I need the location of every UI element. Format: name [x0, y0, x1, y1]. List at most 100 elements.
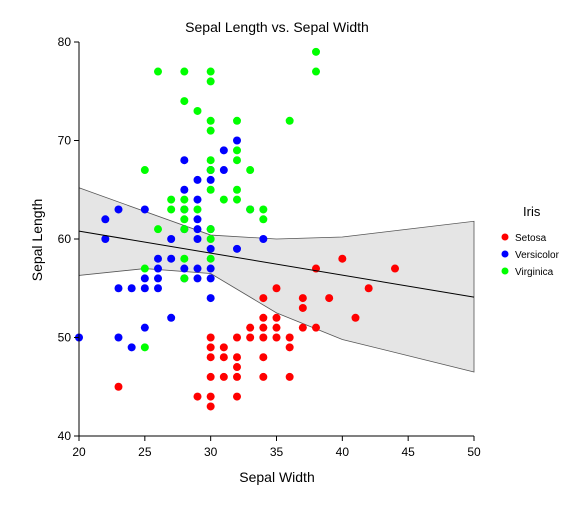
y-tick-label: 80 [58, 35, 72, 49]
data-point-virginica [246, 205, 255, 214]
data-point-versicolor [127, 284, 136, 293]
data-point-setosa [285, 372, 294, 381]
data-point-versicolor [193, 195, 202, 204]
data-point-versicolor [127, 343, 136, 352]
legend-marker-virginica [501, 267, 509, 275]
data-point-setosa [272, 323, 281, 332]
legend-label-virginica: Virginica [515, 267, 554, 278]
data-point-setosa [219, 343, 228, 352]
points-layer [75, 47, 399, 411]
data-point-setosa [233, 363, 241, 372]
data-point-setosa [285, 343, 294, 352]
data-point-versicolor [233, 136, 241, 145]
data-point-virginica [312, 67, 320, 76]
data-point-setosa [193, 392, 202, 401]
chart-title: Sepal Length vs. Sepal Width [185, 19, 369, 35]
x-tick-label: 25 [138, 445, 152, 459]
x-tick-label: 35 [270, 445, 284, 459]
data-point-virginica [180, 97, 189, 106]
data-point-versicolor [114, 284, 123, 293]
data-point-virginica [233, 195, 241, 204]
data-point-virginica [206, 67, 215, 76]
data-point-virginica [206, 166, 215, 175]
y-tick-label: 70 [58, 134, 72, 148]
x-tick-label: 45 [401, 445, 415, 459]
regression-layer [78, 230, 475, 298]
data-point-virginica [259, 205, 268, 214]
data-point-setosa [219, 353, 228, 362]
data-point-setosa [206, 333, 215, 342]
x-tick-label: 20 [72, 445, 86, 459]
data-point-virginica [233, 185, 241, 194]
legend-items: Setosa Versicolor Virginica [501, 233, 560, 278]
data-point-setosa [298, 303, 307, 312]
data-point-setosa [259, 313, 268, 322]
data-point-virginica [180, 254, 189, 263]
data-point-setosa [272, 284, 281, 293]
data-point-virginica [206, 116, 215, 125]
data-point-virginica [180, 225, 189, 234]
data-point-setosa [233, 353, 241, 362]
data-point-versicolor [140, 323, 149, 332]
data-point-versicolor [154, 254, 162, 263]
data-point-setosa [312, 323, 320, 332]
legend: Iris Setosa Versicolor Virginica [501, 204, 560, 278]
data-point-setosa [219, 372, 228, 381]
data-point-virginica [246, 166, 255, 175]
data-point-setosa [114, 382, 123, 391]
data-point-versicolor [180, 264, 189, 273]
data-point-versicolor [180, 156, 189, 165]
data-point-versicolor [206, 274, 215, 283]
confidence-band [78, 187, 475, 373]
data-point-setosa [259, 372, 268, 381]
data-point-virginica [140, 343, 149, 352]
data-point-versicolor [167, 235, 176, 243]
data-point-setosa [298, 294, 307, 303]
data-point-virginica [206, 185, 215, 194]
data-point-setosa [206, 372, 215, 381]
data-point-versicolor [193, 264, 202, 273]
data-point-virginica [180, 195, 189, 204]
y-tick-label: 40 [58, 429, 72, 443]
data-point-versicolor [101, 215, 110, 224]
data-point-virginica [154, 225, 162, 234]
data-point-virginica [233, 146, 241, 155]
data-point-setosa [206, 353, 215, 362]
data-point-setosa [364, 284, 373, 293]
data-point-setosa [246, 333, 255, 342]
data-point-setosa [325, 294, 334, 303]
x-tick-label: 30 [204, 445, 218, 459]
confidence-band-layer [78, 187, 475, 373]
data-point-virginica [193, 205, 202, 214]
data-point-versicolor [140, 205, 149, 214]
data-point-virginica [219, 195, 228, 204]
data-point-versicolor [219, 166, 228, 175]
data-point-setosa [233, 333, 241, 342]
data-point-setosa [298, 323, 307, 332]
data-point-versicolor [154, 264, 162, 273]
data-point-versicolor [219, 146, 228, 155]
data-point-versicolor [193, 274, 202, 283]
data-point-virginica [180, 205, 189, 214]
data-point-setosa [272, 333, 281, 342]
y-tick-label: 60 [58, 232, 72, 246]
data-point-virginica [180, 215, 189, 224]
x-tick-label: 50 [467, 445, 481, 459]
data-point-virginica [206, 235, 215, 243]
data-point-virginica [285, 116, 294, 125]
data-point-virginica [167, 205, 176, 214]
data-point-virginica [180, 274, 189, 283]
data-point-versicolor [193, 215, 202, 224]
data-point-setosa [206, 402, 215, 411]
data-point-setosa [259, 333, 268, 342]
data-point-virginica [206, 254, 215, 263]
data-point-virginica [193, 106, 202, 115]
x-axis-label: Sepal Width [239, 469, 314, 485]
regression-line [78, 230, 475, 298]
data-point-versicolor [114, 205, 123, 214]
legend-title: Iris [523, 204, 541, 219]
data-point-setosa [351, 313, 360, 322]
data-point-virginica [206, 126, 215, 135]
data-point-versicolor [206, 264, 215, 273]
